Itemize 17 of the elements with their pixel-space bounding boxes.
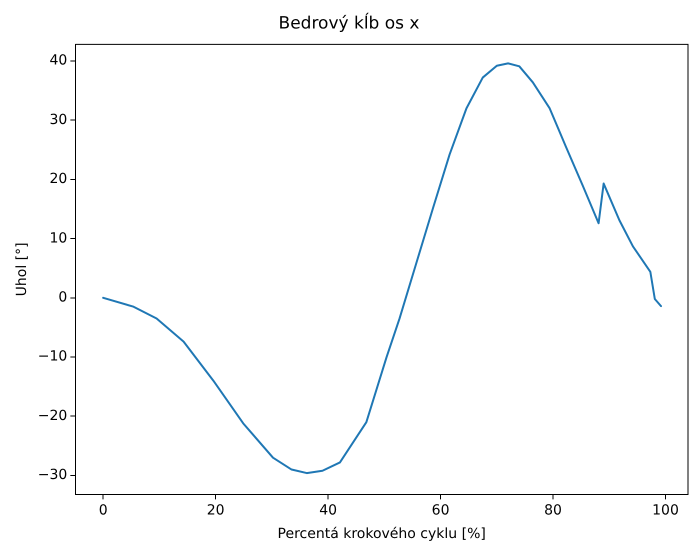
y-tick-label: 30 [50,112,68,128]
x-tick-label: 0 [98,502,108,518]
y-tick-label: −30 [38,467,68,484]
y-axis-title: Uhol [°] [14,242,30,296]
y-tick-label: 40 [50,52,68,69]
chart-title: Bedrový kĺb os x [278,12,420,34]
y-tick-label: −10 [38,348,68,365]
x-tick-label: 60 [432,502,450,518]
y-tick-label: 20 [50,171,68,188]
x-tick-label: 40 [319,502,338,518]
y-tick-label: −20 [38,408,68,424]
y-tick-label: 0 [58,289,68,306]
x-axis-title: Percentá krokového cyklu [%] [278,526,486,542]
x-tick-label: 20 [206,502,225,518]
x-tick-label: 100 [652,502,679,518]
x-tick-label: 80 [544,502,562,518]
y-tick-label: 10 [50,230,68,246]
